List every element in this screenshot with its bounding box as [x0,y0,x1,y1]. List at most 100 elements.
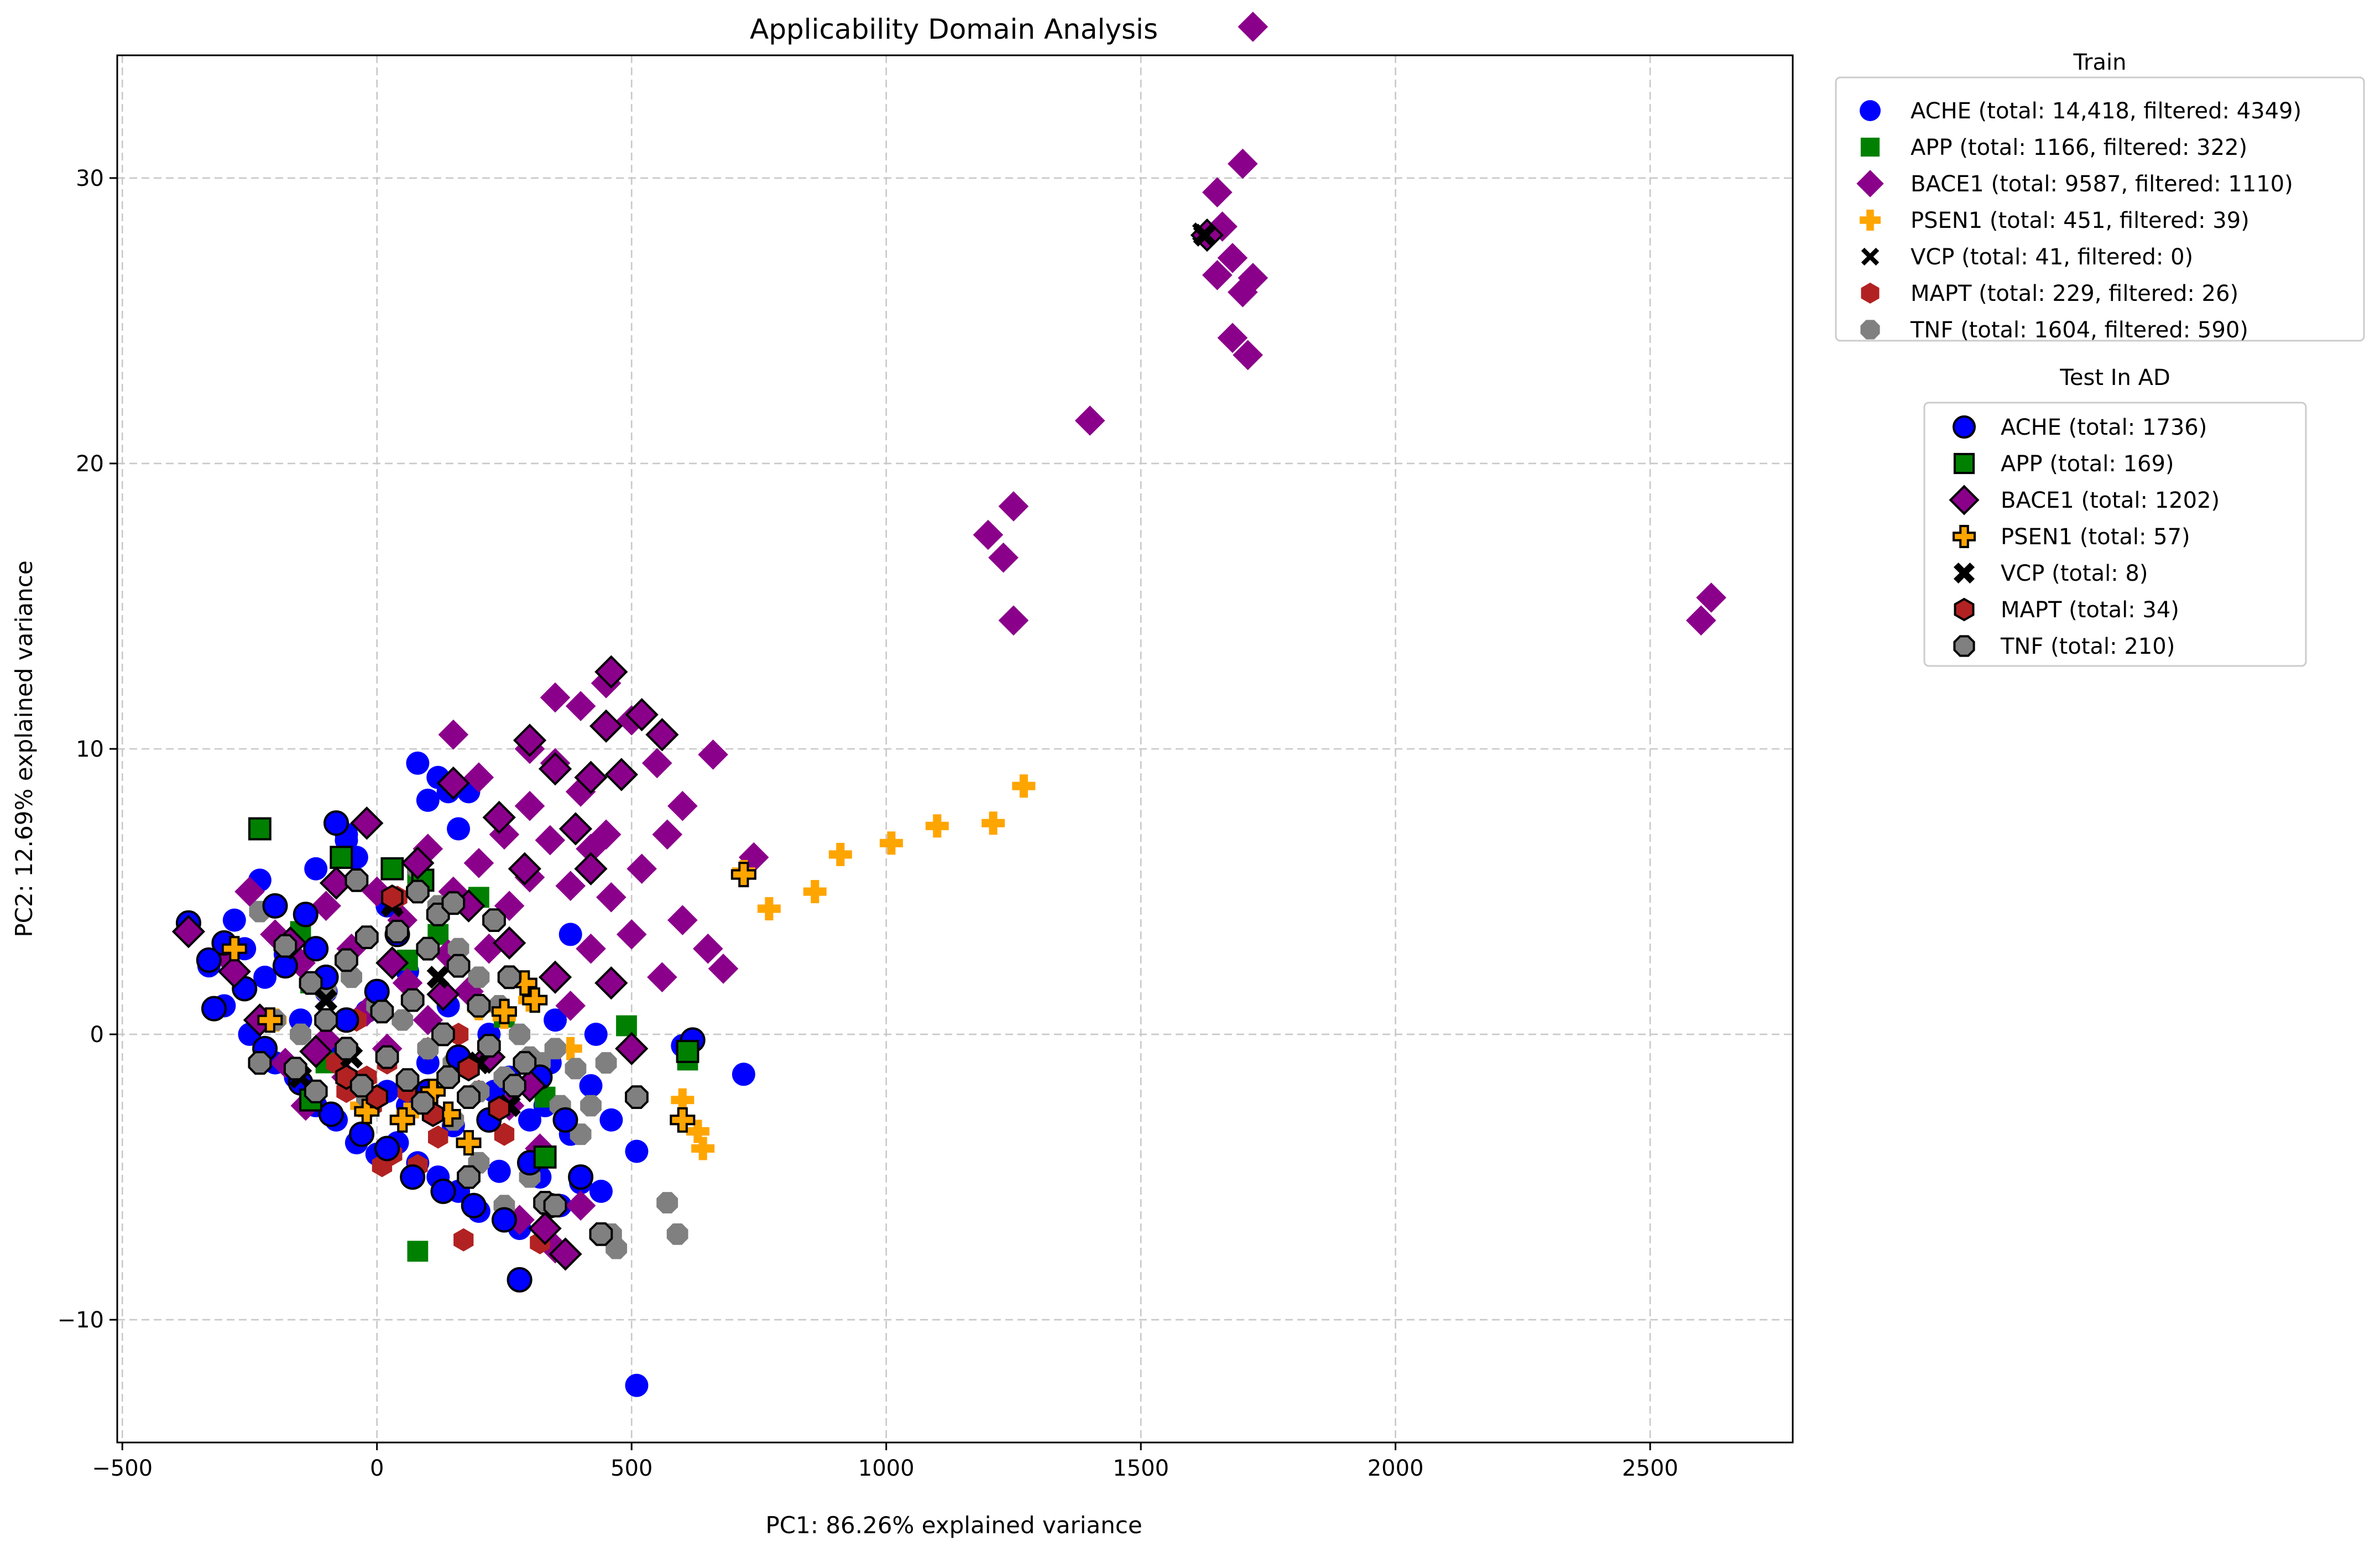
y-tick-label: 10 [76,737,104,762]
data-point-tnf [417,1038,439,1060]
legend-label: BACE1 (total: 1202) [2001,488,2220,513]
data-point-app [616,1015,637,1037]
legend-marker-tnf [1860,320,1880,340]
data-point-psen1 [730,862,756,888]
data-point-mapt [488,1095,510,1122]
data-point-ache [323,810,349,836]
data-point-tnf [580,1095,602,1117]
data-point-tnf [513,1051,537,1075]
data-point-ache [491,1207,517,1233]
data-point-ache [599,1108,623,1132]
data-point-bace1 [1238,12,1269,42]
data-point-bace1 [667,905,698,935]
data-point-bace1 [538,752,572,786]
data-point-bace1 [535,825,566,856]
data-point-tnf [589,1222,613,1246]
data-point-tnf [354,925,379,949]
data-point-bace1 [625,697,659,732]
data-point-bace1 [576,933,606,964]
legend-marker-tnf [1953,635,1975,657]
legend-title: Train [2073,50,2127,75]
data-point-bace1 [998,605,1029,636]
data-point-tnf [565,1058,587,1080]
legend-train: Train ACHE (total: 14,418, filtered: 4349… [1835,50,2365,343]
data-point-tnf [457,1085,481,1109]
data-point-vcp [426,966,450,989]
data-point-ache [625,1373,649,1397]
data-point-ache [406,751,430,775]
data-point-bace1 [565,1190,596,1221]
data-point-ache [196,947,222,973]
legend-label: BACE1 (total: 9587, filtered: 1110) [1911,171,2293,197]
data-point-bace1 [616,919,647,950]
data-point-bace1 [1696,582,1726,613]
series-test-in-ad-psen1 [221,862,756,1156]
data-point-psen1 [1012,774,1036,798]
data-point-mapt [381,884,404,910]
y-axis-title: PC2: 12.69% explained variance [11,560,38,937]
data-point-ache [222,908,246,932]
data-point-app [380,857,404,881]
data-point-bace1 [641,748,672,779]
data-point-mapt [457,1055,480,1082]
x-tick-label: 1500 [1113,1456,1169,1481]
data-point-tnf [248,1051,272,1075]
data-point-bace1 [667,790,698,821]
data-point-psen1 [757,897,781,920]
data-point-tnf [570,1123,592,1145]
data-point-bace1 [604,758,638,791]
data-point-tnf [345,868,369,892]
data-point-ache [304,857,328,881]
data-point-bace1 [1217,322,1248,353]
data-point-bace1 [540,682,571,713]
data-point-bace1 [998,491,1029,522]
data-point-bace1 [693,933,723,964]
legend-marker-vcp [1953,563,1975,584]
data-point-tnf [299,971,323,995]
legend-label: VCP (total: 8) [2001,561,2148,586]
data-point-bace1 [565,691,596,721]
data-point-bace1 [299,1034,333,1069]
data-point-bace1 [513,723,547,757]
data-point-mapt [453,1228,474,1252]
data-point-tnf [335,1037,358,1061]
data-point-ache [625,1139,649,1163]
scatter-points [171,12,1726,1397]
data-point-ache [584,1023,608,1046]
data-point-tnf [441,891,466,915]
data-point-psen1 [389,1107,415,1133]
data-point-bace1 [1202,260,1233,290]
data-point-ache [447,817,471,841]
data-point-tnf [392,1009,414,1031]
data-point-bace1 [1685,605,1716,636]
data-point-psen1 [354,1098,380,1124]
data-point-bace1 [463,848,494,878]
legend-label: TNF (total: 1604, filtered: 590) [1910,317,2248,343]
data-point-tnf [370,999,394,1024]
data-point-psen1 [828,842,852,866]
data-point-tnf [543,1194,567,1218]
data-point-bace1 [594,966,628,1000]
data-point-tnf [482,908,506,932]
data-point-bace1 [401,846,435,880]
data-point-ache [507,1267,533,1293]
data-point-tnf [335,948,358,972]
data-point-psen1 [925,814,949,838]
data-point-psen1 [491,998,517,1024]
data-point-ache [568,1164,594,1190]
data-point-tnf [304,1079,328,1103]
data-point-ache [318,1101,344,1127]
legend-test-in-ad: Test In AD ACHE (total: 1736) APP (total: … [1923,365,2307,667]
data-point-ache [487,1159,511,1183]
legend-marker-psen1 [1953,525,1976,548]
data-point-mapt [428,1125,448,1149]
data-point-bace1 [311,890,341,921]
data-point-psen1 [420,1079,446,1105]
data-point-tnf [436,1065,460,1089]
data-point-tnf [509,1023,530,1045]
legend-marker-psen1 [1860,210,1881,231]
legend-label: PSEN1 (total: 451, filtered: 39) [1911,208,2249,233]
data-point-bace1 [559,812,593,846]
data-point-psen1 [686,1119,709,1143]
